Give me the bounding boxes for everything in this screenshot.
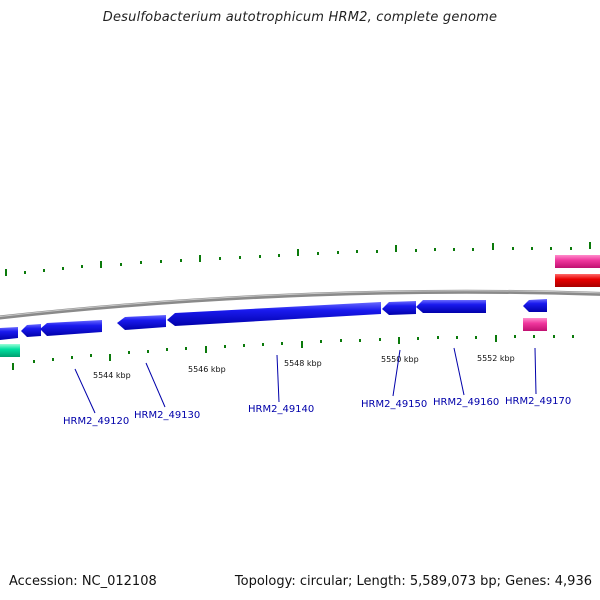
- cds-features: [0, 299, 547, 340]
- kbp-label: 5552 kbp: [477, 354, 515, 363]
- inner-tick-row: [12, 335, 574, 370]
- gene-label[interactable]: HRM2_49120: [63, 416, 129, 427]
- accession-text: Accession: NC_012108: [9, 574, 157, 589]
- kbp-label: 5546 kbp: [188, 365, 226, 374]
- gene-leader-line: [534, 347, 537, 395]
- cds-feature[interactable]: [40, 320, 102, 336]
- red-feature[interactable]: [555, 274, 600, 287]
- gene-leader-line: [276, 354, 280, 403]
- gene-label[interactable]: HRM2_49140: [248, 404, 314, 415]
- gene-leader-lines: [74, 347, 537, 414]
- teal-feature[interactable]: [0, 344, 20, 357]
- gene-labels: HRM2_49120 HRM2_49130 HRM2_49140 HRM2_49…: [63, 396, 571, 427]
- kbp-label: 5548 kbp: [284, 359, 322, 368]
- cds-feature[interactable]: [523, 299, 547, 312]
- pink-feature-outer[interactable]: [555, 255, 600, 268]
- genome-backbone-highlight: [0, 290, 600, 317]
- pink-feature-inner[interactable]: [523, 318, 547, 331]
- gene-label[interactable]: HRM2_49130: [134, 410, 200, 421]
- genome-backbone: [0, 289, 600, 320]
- cds-feature[interactable]: [0, 327, 18, 340]
- kbp-labels: 5544 kbp 5546 kbp 5548 kbp 5550 kbp 5552…: [93, 354, 515, 380]
- genome-title: Desulfobacterium autotrophicum HRM2, com…: [102, 10, 498, 25]
- kbp-label: 5544 kbp: [93, 371, 131, 380]
- cds-feature[interactable]: [416, 300, 486, 313]
- gene-leader-line: [392, 349, 401, 397]
- gene-label[interactable]: HRM2_49170: [505, 396, 571, 407]
- kbp-label: 5550 kbp: [381, 355, 419, 364]
- gene-leader-line: [453, 347, 465, 396]
- gene-leader-line: [145, 362, 166, 408]
- cds-feature[interactable]: [382, 301, 416, 315]
- genome-summary-text: Topology: circular; Length: 5,589,073 bp…: [234, 574, 592, 589]
- gene-label[interactable]: HRM2_49160: [433, 397, 499, 408]
- cds-feature[interactable]: [117, 315, 166, 330]
- outer-tick-row: [5, 242, 591, 276]
- cds-feature[interactable]: [167, 302, 381, 326]
- gene-leader-line: [74, 368, 96, 414]
- gene-label[interactable]: HRM2_49150: [361, 399, 427, 410]
- cds-feature[interactable]: [21, 324, 41, 337]
